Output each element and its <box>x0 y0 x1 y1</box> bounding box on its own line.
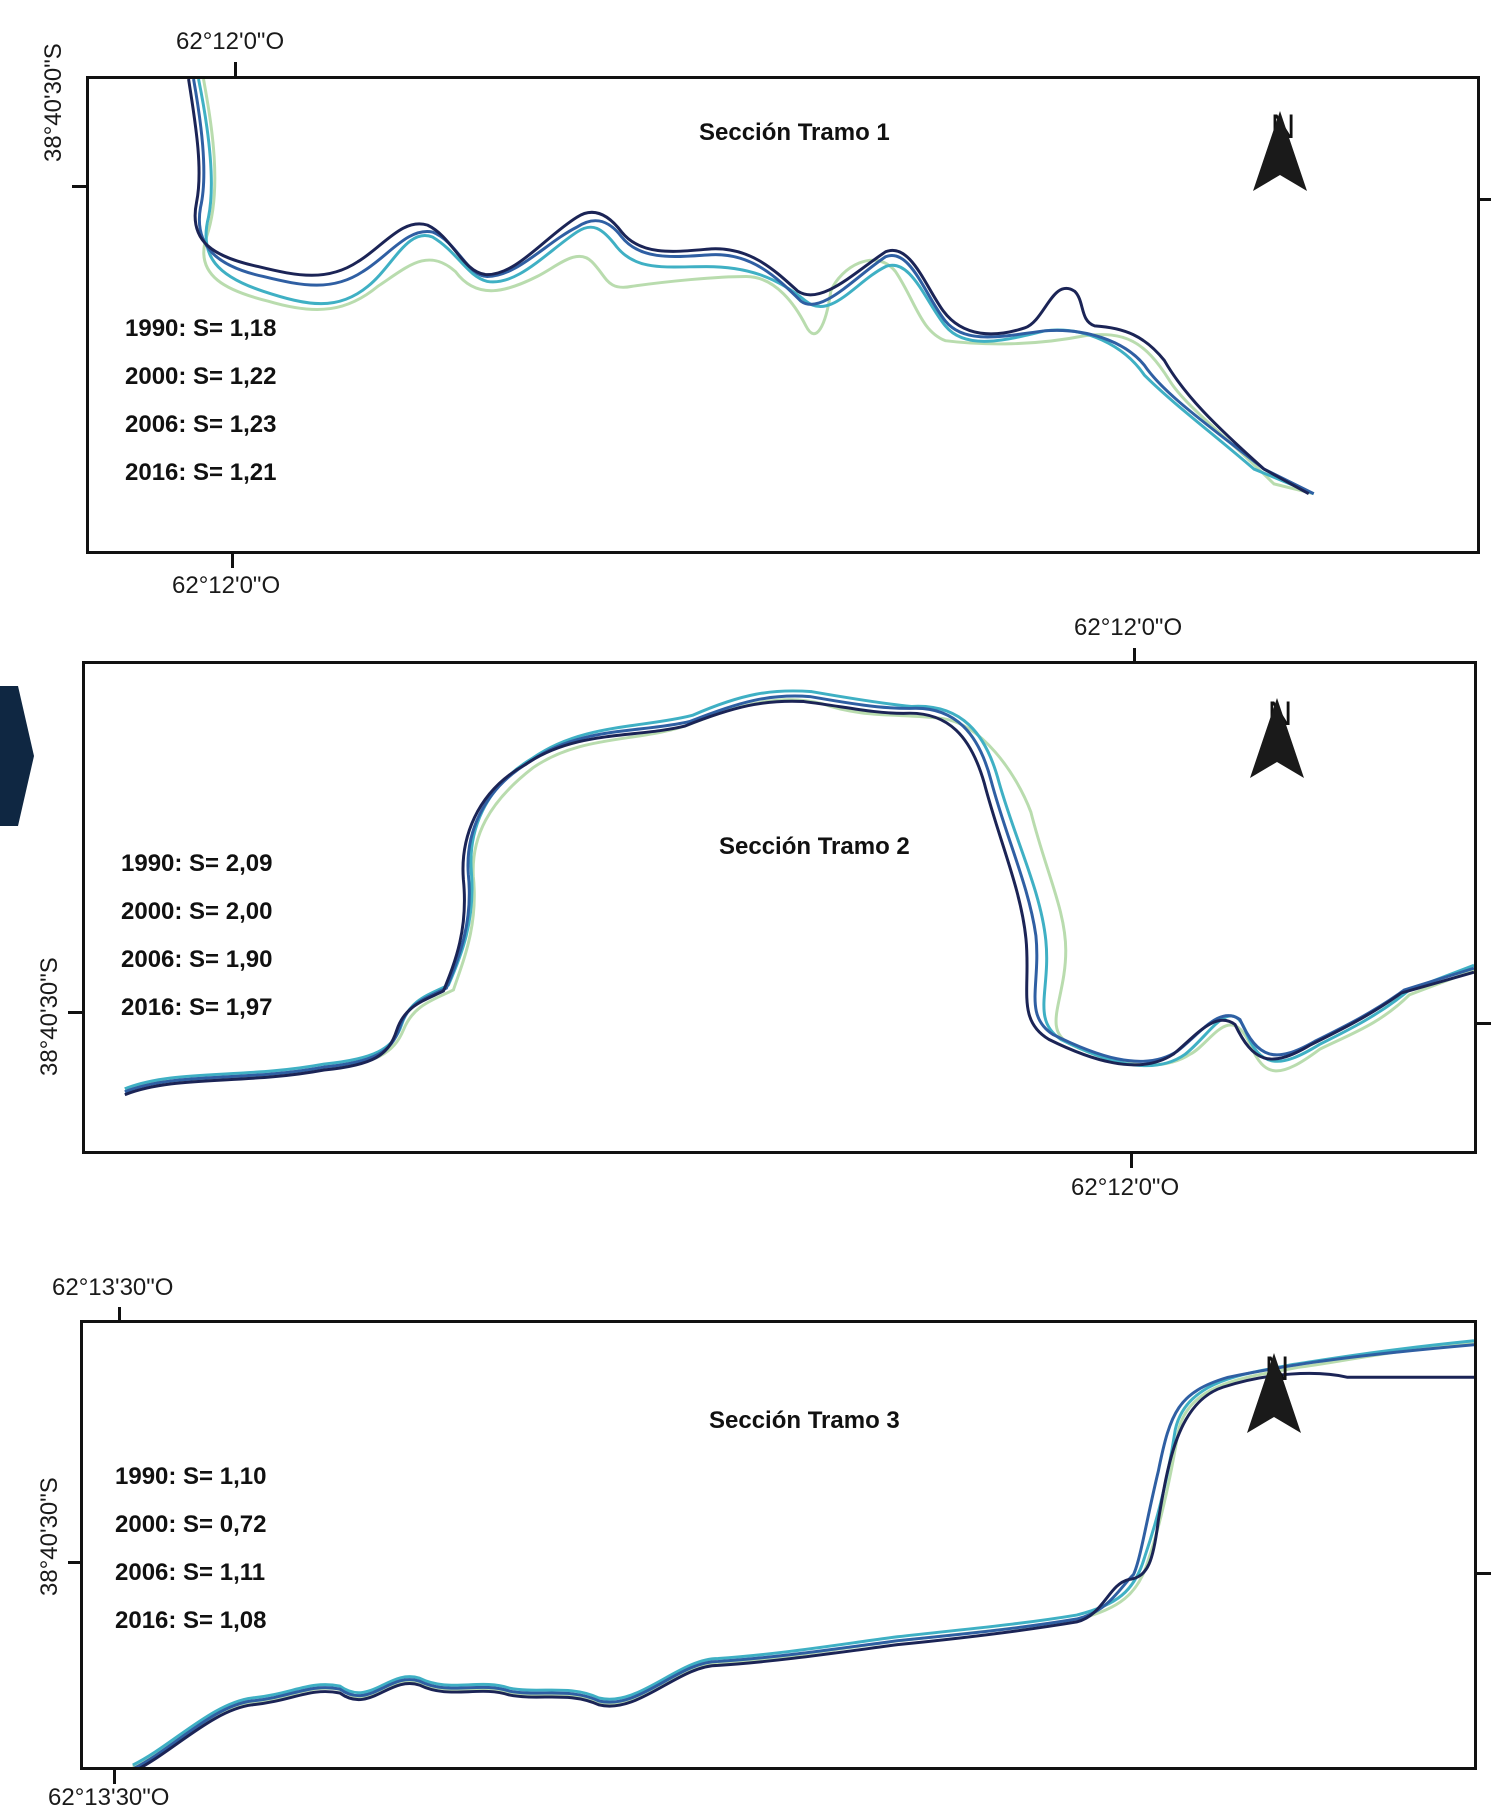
side-chevron-shape <box>0 686 34 826</box>
top-tick <box>118 1307 121 1321</box>
stat-2016: 2016: S= 1,97 <box>121 994 273 1021</box>
river-channels-3 <box>132 1339 1474 1767</box>
right-tick <box>1477 198 1491 201</box>
stat-1990: 1990: S= 1,18 <box>125 315 277 342</box>
channel-2000 <box>132 1339 1474 1767</box>
section-title-3: Sección Tramo 3 <box>709 1407 900 1434</box>
north-arrow-2: N <box>1250 696 1310 806</box>
bottom-tick <box>231 554 234 568</box>
stat-2000: 2000: S= 0,72 <box>115 1511 267 1538</box>
stat-1990: 1990: S= 2,09 <box>121 850 273 877</box>
bottom-tick <box>113 1770 116 1784</box>
stat-1990: 1990: S= 1,10 <box>115 1463 267 1490</box>
left-latitude-label: 38°40'30"S <box>36 1477 63 1596</box>
channel-1990 <box>124 698 1474 1091</box>
right-tick <box>1477 1572 1491 1575</box>
top-tick <box>234 62 237 76</box>
channel-2016 <box>124 699 1474 1097</box>
north-arrow-icon <box>1253 111 1307 191</box>
map-frame-2: Sección Tramo 2 1990: S= 2,09 2000: S= 2… <box>82 661 1477 1154</box>
bottom-longitude-label: 62°12'0"O <box>172 572 281 599</box>
left-tick <box>72 185 86 188</box>
stat-2016: 2016: S= 1,08 <box>115 1607 267 1634</box>
left-tick <box>68 1561 82 1564</box>
top-longitude-label: 62°13'30"O <box>52 1274 174 1301</box>
stat-2000: 2000: S= 1,22 <box>125 363 277 390</box>
bottom-longitude-label: 62°12'0"O <box>1071 1174 1180 1201</box>
channel-2006 <box>192 79 1315 496</box>
left-tick <box>68 1011 82 1014</box>
stat-2016: 2016: S= 1,21 <box>125 459 277 486</box>
section-title-2: Sección Tramo 2 <box>719 833 910 860</box>
bottom-tick <box>1130 1154 1133 1168</box>
river-channels-1 <box>187 79 1315 496</box>
north-arrow-icon <box>1247 1353 1301 1433</box>
north-arrow-1: N <box>1253 109 1313 219</box>
section-title-1: Sección Tramo 1 <box>699 119 890 146</box>
left-latitude-label: 38°40'30"S <box>40 43 67 162</box>
stat-2000: 2000: S= 2,00 <box>121 898 273 925</box>
top-longitude-label: 62°12'0"O <box>1074 614 1183 641</box>
channel-2016 <box>187 79 1310 496</box>
right-tick <box>1477 1022 1491 1025</box>
north-arrow-icon <box>1250 698 1304 778</box>
stat-2006: 2006: S= 1,90 <box>121 946 273 973</box>
top-longitude-label: 62°12'0"O <box>176 28 285 55</box>
stat-2006: 2006: S= 1,23 <box>125 411 277 438</box>
sinuosity-stats-2: 1990: S= 2,09 2000: S= 2,00 2006: S= 1,9… <box>121 840 272 1032</box>
sinuosity-stats-1: 1990: S= 1,18 2000: S= 1,22 2006: S= 1,2… <box>125 305 276 497</box>
channel-1990 <box>202 79 1315 496</box>
sinuosity-stats-3: 1990: S= 1,10 2000: S= 0,72 2006: S= 1,1… <box>115 1453 266 1645</box>
map-frame-3: Sección Tramo 3 1990: S= 1,10 2000: S= 0… <box>80 1320 1477 1770</box>
left-latitude-label: 38°40'30"S <box>36 957 63 1076</box>
channel-2016 <box>138 1371 1474 1767</box>
channel-2006 <box>133 1343 1474 1767</box>
stat-2006: 2006: S= 1,11 <box>115 1559 266 1586</box>
channel-2000 <box>124 689 1474 1091</box>
map-frame-1: Sección Tramo 1 1990: S= 1,18 2000: S= 1… <box>86 76 1480 554</box>
bottom-longitude-label: 62°13'30"O <box>48 1784 170 1811</box>
top-tick <box>1133 648 1136 662</box>
river-channels-2 <box>124 689 1474 1097</box>
north-arrow-3: N <box>1247 1351 1307 1461</box>
